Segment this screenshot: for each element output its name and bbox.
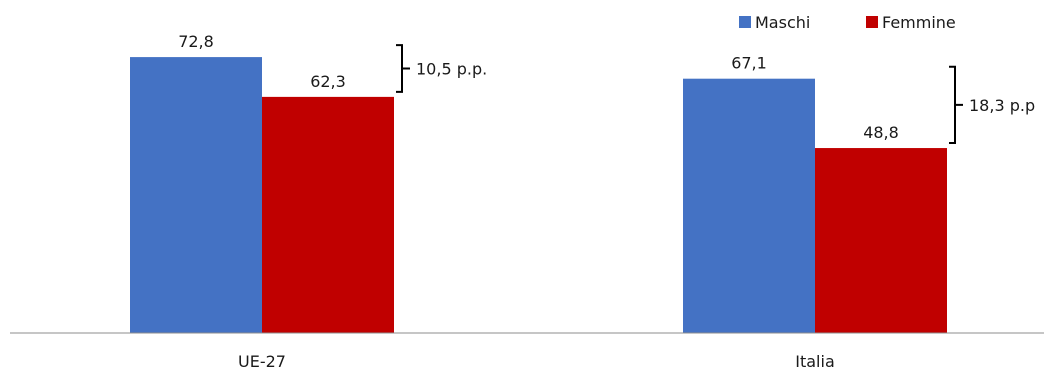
legend-label-maschi: Maschi bbox=[755, 13, 810, 32]
legend-swatch-maschi bbox=[739, 16, 751, 28]
value-label-femmine-italia: 48,8 bbox=[863, 123, 899, 142]
gap-bracket-italia bbox=[949, 65, 963, 145]
legend-swatch-femmine bbox=[866, 16, 878, 28]
bar-femmine-ue-27 bbox=[262, 96, 394, 334]
gap-label-italia: 18,3 p.p bbox=[969, 96, 1035, 115]
bar-femmine-italia bbox=[815, 148, 947, 333]
legend: Maschi Femmine bbox=[739, 13, 956, 32]
value-label-femmine-ue-27: 62,3 bbox=[310, 72, 346, 91]
value-label-maschi-ue-27: 72,8 bbox=[178, 32, 214, 51]
bar-maschi-ue-27 bbox=[130, 57, 262, 333]
value-label-maschi-italia: 67,1 bbox=[731, 54, 767, 73]
x-tick-labels: UE-27 Italia bbox=[238, 352, 835, 371]
gap-bracket-ue-27 bbox=[396, 44, 410, 93]
legend-label-femmine: Femmine bbox=[882, 13, 956, 32]
gap-label-ue-27: 10,5 p.p. bbox=[416, 59, 487, 78]
bars-group bbox=[130, 57, 947, 334]
x-tick-label-ue-27: UE-27 bbox=[238, 352, 286, 371]
x-tick-label-italia: Italia bbox=[795, 352, 835, 371]
gap-brackets-group: 10,5 p.p. 18,3 p.p bbox=[396, 44, 1035, 145]
value-labels-group: 72,8 62,3 67,1 48,8 bbox=[178, 32, 899, 142]
bar-maschi-italia bbox=[683, 78, 815, 333]
